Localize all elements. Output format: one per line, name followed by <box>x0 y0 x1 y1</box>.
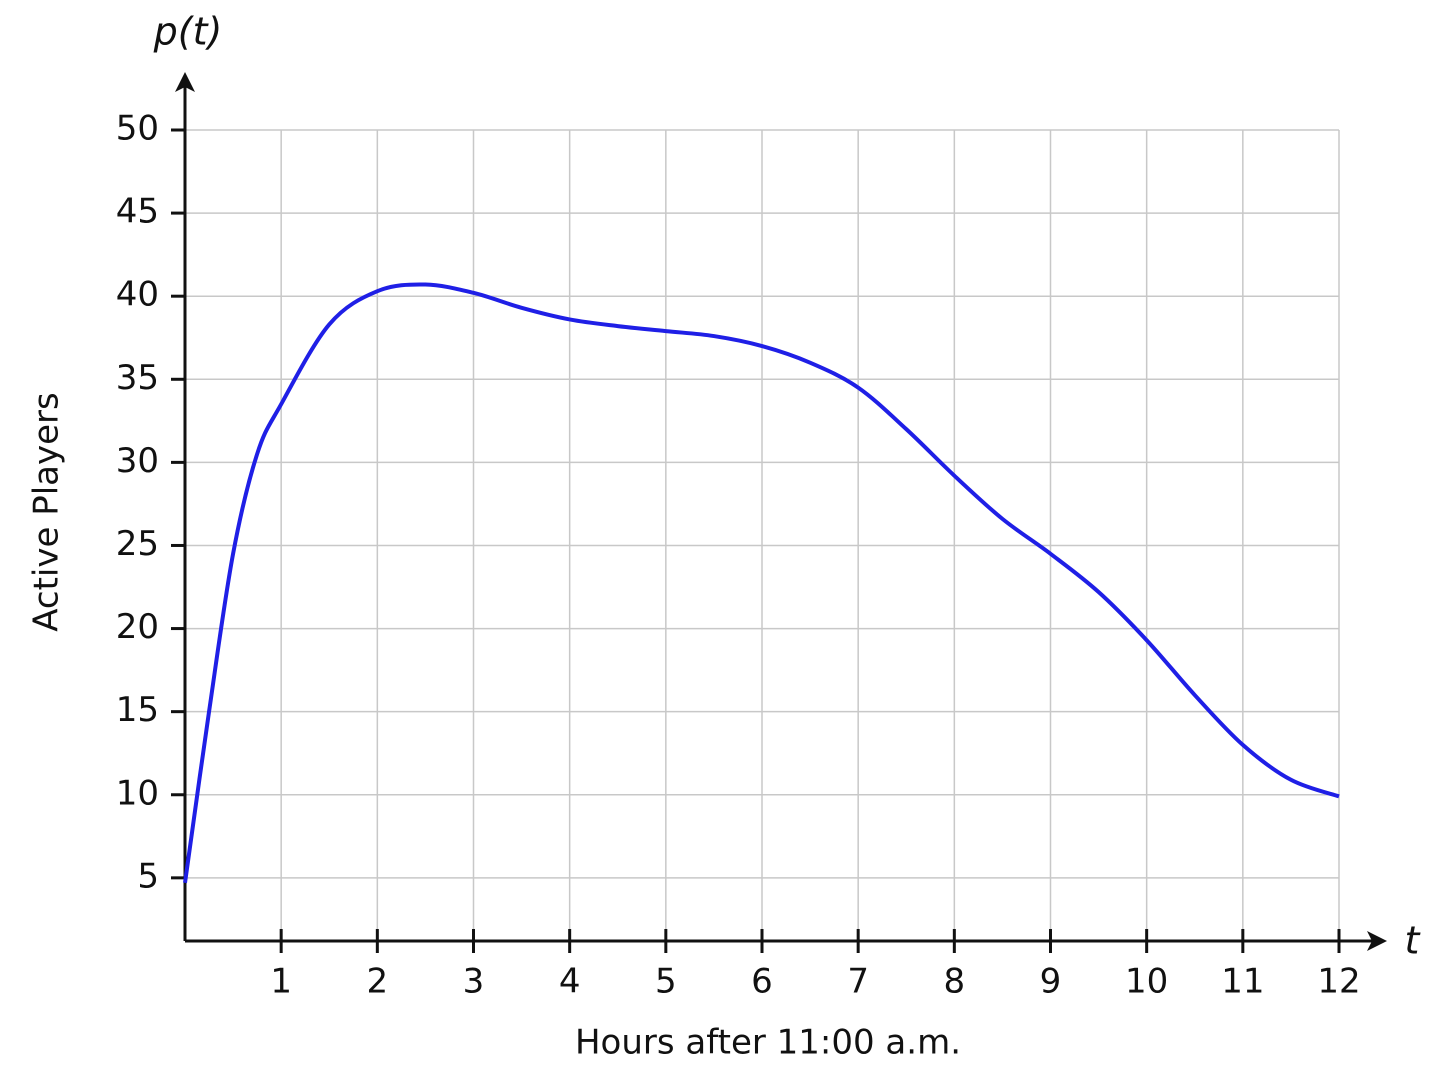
y-axis-label: Active Players <box>27 392 67 632</box>
x-tick-label: 5 <box>655 962 677 1002</box>
x-tick-label: 10 <box>1125 962 1168 1002</box>
data-line <box>183 282 1340 884</box>
y-tick-label: 30 <box>116 441 159 481</box>
x-tick-label: 7 <box>847 962 869 1002</box>
y-tick-label: 35 <box>116 358 159 398</box>
x-tick-label: 3 <box>463 962 485 1002</box>
y-tick-label: 5 <box>137 856 159 896</box>
x-tick-label: 12 <box>1317 962 1360 1002</box>
x-axis-arrow <box>1367 931 1387 951</box>
y-tick-label: 50 <box>116 109 159 149</box>
x-axis-label: Hours after 11:00 a.m. <box>575 1023 961 1063</box>
x-tick-label: 1 <box>270 962 292 1002</box>
x-tick-label: 2 <box>367 962 389 1002</box>
y-tick-label: 10 <box>116 773 159 813</box>
y-tick-label: 45 <box>116 192 159 232</box>
y-axis-symbol: p(t) <box>153 10 223 54</box>
x-tick-label: 8 <box>944 962 966 1002</box>
y-tick-label: 15 <box>116 690 159 730</box>
y-tick-label: 40 <box>116 275 159 315</box>
x-tick-label: 6 <box>751 962 773 1002</box>
x-tick-label: 11 <box>1221 962 1264 1002</box>
y-tick-label: 20 <box>116 607 159 647</box>
x-tick-label: 9 <box>1040 962 1062 1002</box>
x-tick-label: 4 <box>559 962 581 1002</box>
y-tick-label: 25 <box>116 524 159 564</box>
y-axis-arrow <box>175 72 195 92</box>
x-axis-symbol: t <box>1405 919 1422 963</box>
